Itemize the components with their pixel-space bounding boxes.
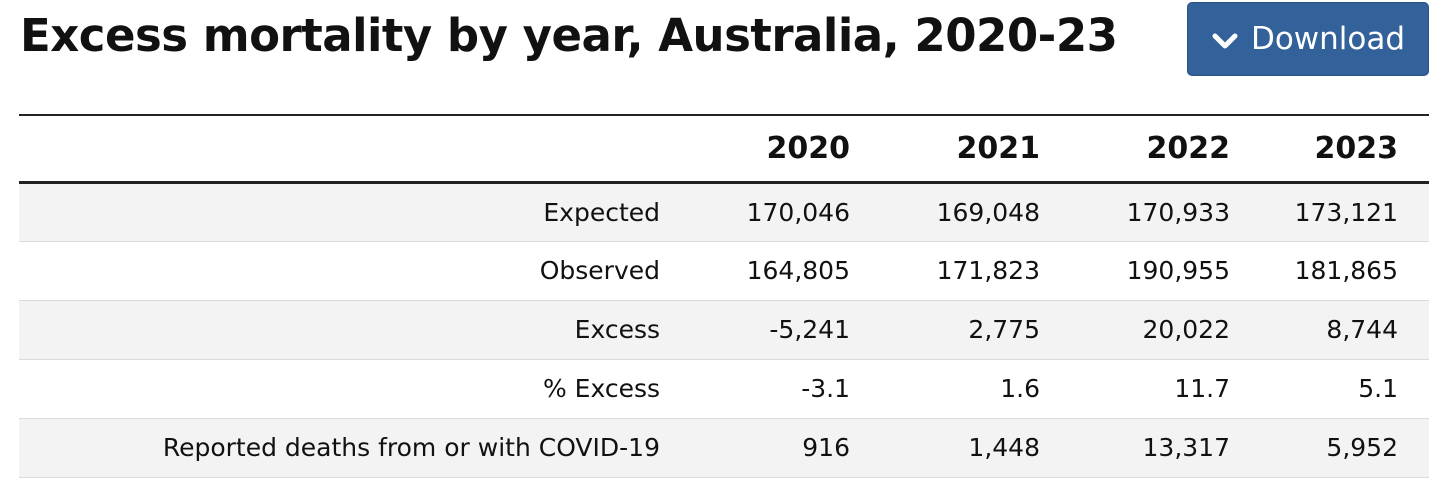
row-label: Observed xyxy=(539,256,660,285)
row-label: Excess xyxy=(574,315,660,344)
table-cell: 20,022 xyxy=(1142,315,1230,344)
table-row-observed: Observed 164,805 171,823 190,955 181,865 xyxy=(19,241,1429,300)
table-cell: 8,744 xyxy=(1326,315,1398,344)
table-cell: 1,448 xyxy=(968,433,1040,462)
table-cell: 190,955 xyxy=(1126,256,1230,285)
table-row-excess: Excess -5,241 2,775 20,022 8,744 xyxy=(19,300,1429,359)
table-cell: 2,775 xyxy=(968,315,1040,344)
row-label: % Excess xyxy=(542,374,660,403)
table-cell: 164,805 xyxy=(746,256,850,285)
table-cell: 170,933 xyxy=(1126,197,1230,227)
table-cell: 1.6 xyxy=(1000,374,1040,403)
table-cell: 170,046 xyxy=(746,197,850,227)
table-cell: 5,952 xyxy=(1326,433,1398,462)
download-button-label: Download xyxy=(1250,21,1406,57)
table-row-expected: Expected 170,046 169,048 170,933 173,121 xyxy=(19,182,1429,241)
table-cell: 169,048 xyxy=(936,197,1040,227)
table-cell: 13,317 xyxy=(1142,433,1230,462)
download-button[interactable]: Download xyxy=(1187,2,1429,76)
table-cell: 173,121 xyxy=(1294,197,1398,227)
table-cell: 171,823 xyxy=(936,256,1040,285)
row-label: Reported deaths from or with COVID-19 xyxy=(162,433,660,462)
table-row-covid-deaths: Reported deaths from or with COVID-19 91… xyxy=(19,418,1429,477)
table-cell: 5.1 xyxy=(1358,374,1398,403)
column-header-2023: 2023 xyxy=(1230,114,1429,184)
header-empty-cell xyxy=(19,114,660,184)
table-cell: 181,865 xyxy=(1294,256,1398,285)
column-header-2021: 2021 xyxy=(850,114,1040,184)
column-header-2022: 2022 xyxy=(1040,114,1230,184)
table-cell: 916 xyxy=(802,433,850,462)
row-label: Expected xyxy=(543,197,660,227)
chevron-down-icon xyxy=(1211,31,1239,51)
page-title: Excess mortality by year, Australia, 202… xyxy=(20,9,1118,62)
column-header-2020: 2020 xyxy=(660,114,850,184)
excess-mortality-table: 2020 2021 2022 2023 Expected 170,046 169… xyxy=(19,114,1429,478)
table-cell: -3.1 xyxy=(801,374,850,403)
table-cell: 11.7 xyxy=(1174,374,1230,403)
table-header-row: 2020 2021 2022 2023 xyxy=(19,114,1429,184)
table-row-percent-excess: % Excess -3.1 1.6 11.7 5.1 xyxy=(19,359,1429,418)
table-cell: -5,241 xyxy=(769,315,850,344)
